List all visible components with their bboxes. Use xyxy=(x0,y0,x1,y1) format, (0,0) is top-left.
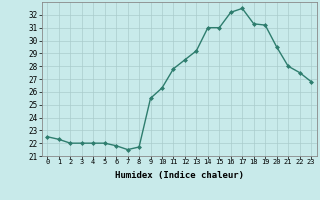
X-axis label: Humidex (Indice chaleur): Humidex (Indice chaleur) xyxy=(115,171,244,180)
